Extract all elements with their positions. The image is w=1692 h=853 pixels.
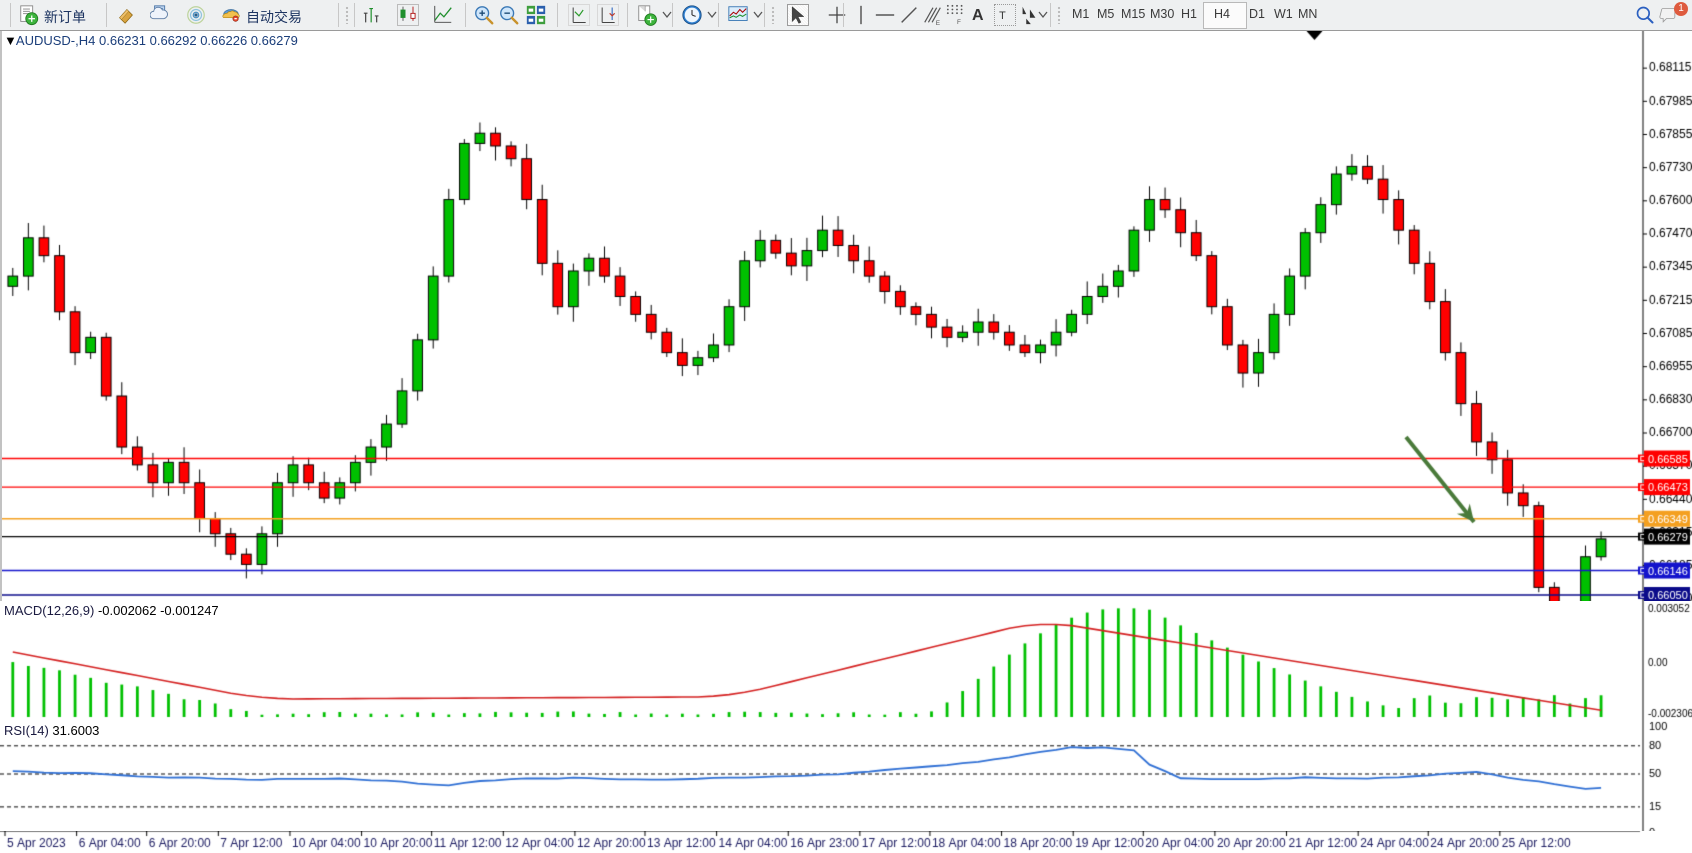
svg-text:T: T	[999, 10, 1006, 22]
svg-text:F: F	[957, 19, 961, 26]
svg-text:E: E	[936, 20, 940, 26]
